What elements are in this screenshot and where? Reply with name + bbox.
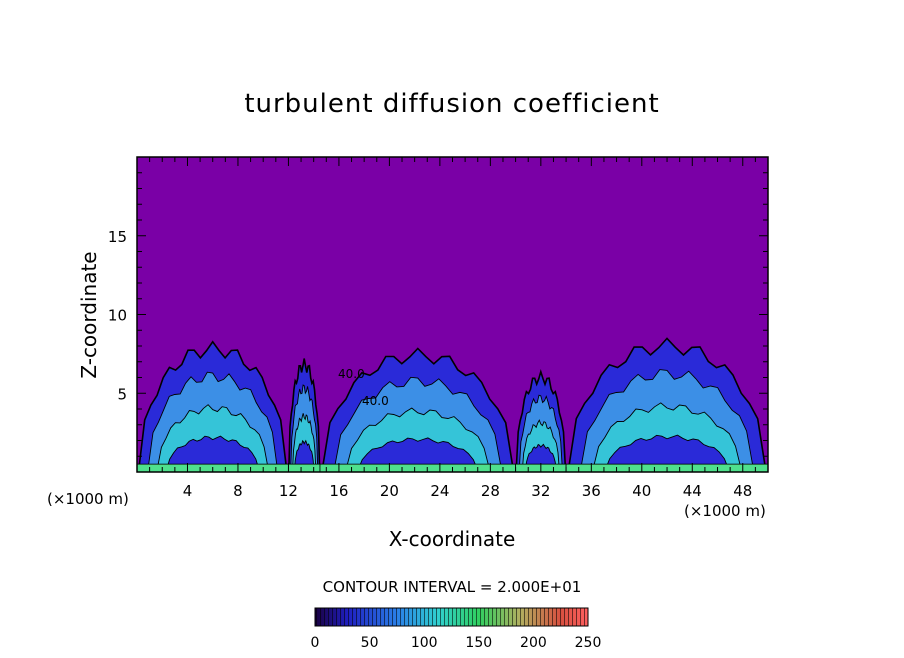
x-tick-label: 28 [481,482,500,500]
contour-region [356,437,479,472]
x-units-left: (×1000 m) [47,490,129,508]
contour-interval-text: CONTOUR INTERVAL = 2.000E+01 [323,578,582,596]
y-tick-label: 10 [108,307,127,325]
x-tick-label: 44 [683,482,702,500]
surface-band [288,463,321,472]
colorbar-tick-label: 100 [411,635,438,651]
y-tick-label: 5 [117,385,127,403]
x-tick-label: 12 [279,482,298,500]
colorbar-frame [314,607,589,627]
y-axis-label: Z-coordinate [77,251,101,378]
surface-band [319,463,516,472]
x-tick-label: 8 [233,482,243,500]
contour-label: 40.0 [362,394,389,408]
colorbar-tick-label: 0 [311,635,320,651]
y-tick-label: 15 [108,228,127,246]
y-tick-labels: 5 10 15 [108,228,127,404]
x-tick-label: 48 [733,482,752,500]
x-tick-label: 36 [582,482,601,500]
contour-region [603,434,731,472]
x-tick-label: 16 [329,482,348,500]
x-axis-label: X-coordinate [389,527,516,551]
colorbar-tick-labels: 0 50 100 150 200 250 [311,635,602,651]
colorbar: 0 50 100 150 200 250 [311,607,602,651]
colorbar-tick-label: 50 [361,635,379,651]
x-units-right: (×1000 m) [684,502,766,520]
colorbar-tick-label: 200 [520,635,547,651]
colorbar-tick-label: 250 [575,635,602,651]
contour-label: 40.0 [338,367,365,381]
axis-ticks [137,157,768,472]
x-tick-label: 20 [380,482,399,500]
x-tick-label: 4 [183,482,193,500]
x-tick-labels: 4 8 12 16 20 24 28 32 36 40 44 48 [183,482,753,500]
chart-title: turbulent diffusion coefficient [244,89,659,119]
x-tick-label: 32 [531,482,550,500]
colorbar-tick-label: 150 [465,635,492,651]
x-tick-label: 40 [632,482,651,500]
contour-region [165,435,261,472]
x-tick-label: 24 [430,482,449,500]
colorbar-stripes [315,608,588,626]
plot-area [137,157,768,472]
